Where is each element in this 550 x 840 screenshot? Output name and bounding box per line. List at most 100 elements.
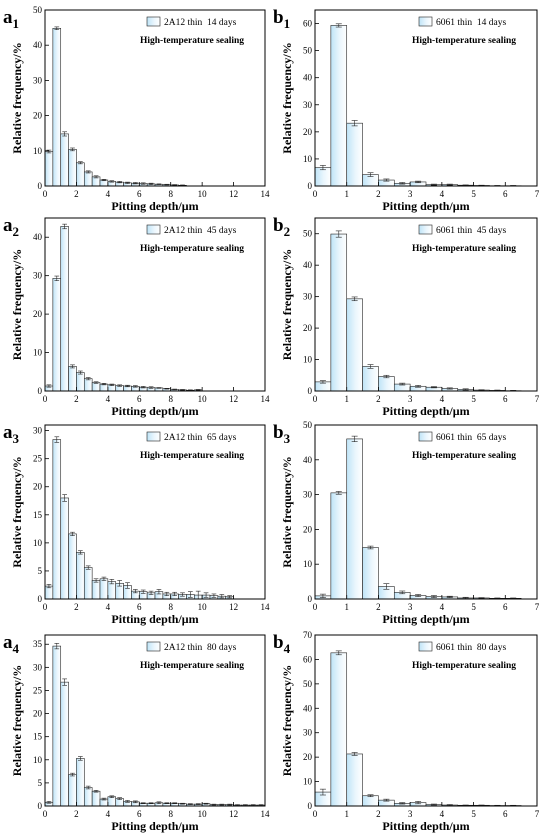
legend-swatch [418, 16, 433, 27]
error-bar [335, 650, 342, 656]
legend: 6061 thin 45 days [418, 224, 506, 236]
y-tick-label: 5 [38, 778, 43, 788]
y-tick-label: 50 [303, 46, 313, 56]
error-bar [351, 435, 358, 443]
y-tick-label: 40 [303, 703, 313, 713]
legend-swatch [418, 641, 433, 652]
error-bar [78, 550, 83, 555]
x-tick-label: 4 [106, 394, 111, 404]
x-axis-label: Pitting depth/μm [382, 819, 469, 833]
legend-label: 2A12 thin 14 days [164, 18, 237, 28]
error-bar [415, 385, 422, 388]
error-bar [125, 800, 130, 803]
x-tick-label: 3 [408, 809, 413, 819]
y-tick-label: 40 [33, 232, 43, 242]
error-bar [46, 801, 52, 804]
panel-subscript: 3 [13, 431, 20, 446]
y-tick-label: 20 [33, 482, 43, 492]
error-bar [351, 752, 358, 756]
x-tick-label: 10 [198, 602, 208, 612]
y-tick-label: 30 [33, 662, 43, 672]
panel-label: b3 [273, 422, 291, 446]
error-bar [117, 181, 122, 184]
error-bar [319, 380, 326, 384]
panel-letter: a [3, 7, 13, 28]
bar [44, 151, 54, 187]
y-tick-label: 10 [33, 146, 43, 156]
y-tick-label: 0 [38, 594, 43, 604]
x-tick-label: 5 [471, 189, 476, 199]
error-bar [70, 772, 75, 777]
y-tick-label: 25 [33, 685, 43, 695]
x-tick-label: 0 [313, 189, 318, 199]
error-bar [319, 165, 326, 171]
x-axis-label: Pitting depth/μm [382, 612, 469, 626]
x-tick-label: 1 [344, 394, 349, 404]
error-bar [85, 170, 91, 174]
x-tick-label: 6 [137, 394, 142, 404]
legend-label: 6061 thin 65 days [436, 433, 506, 443]
error-bar [399, 802, 406, 805]
annotation-sealing: High-temperature sealing [412, 451, 516, 461]
error-bar [195, 803, 201, 805]
y-tick-label: 60 [303, 19, 313, 29]
error-bar [78, 161, 83, 165]
panel-b1: 0 1 2 3 4 5 6 7 0 10 20 30 40 50 60 Pitting depth/μm Rel… [273, 7, 540, 213]
bar [83, 378, 93, 392]
error-bar [415, 180, 422, 184]
plot-frame [314, 9, 538, 187]
x-axis-label: Pitting depth/μm [111, 819, 198, 833]
error-bar [140, 386, 146, 389]
bar [68, 533, 77, 600]
bar [52, 645, 62, 807]
error-bar [70, 364, 75, 369]
y-tick-label: 40 [33, 40, 43, 50]
bar [83, 567, 93, 600]
y-tick-label: 40 [303, 73, 313, 83]
y-axis-label: Relative frequency/% [280, 456, 294, 567]
error-bar [172, 184, 177, 186]
panel-letter: a [3, 422, 13, 443]
panel-a4: 0 2 4 6 8 10 12 14 0 5 10 15 20 25 30 35 Pitting depth/μ… [3, 632, 270, 833]
x-tick-label: 0 [313, 394, 318, 404]
error-bar [319, 593, 326, 598]
error-bar [148, 386, 154, 389]
y-tick-label: 30 [303, 292, 313, 302]
error-bar [446, 183, 453, 186]
error-bar [195, 389, 201, 391]
x-tick-label: 6 [503, 394, 508, 404]
bar [91, 382, 101, 392]
x-axis-label: Pitting depth/μm [111, 404, 198, 418]
error-bar [399, 182, 406, 185]
error-bar [54, 643, 60, 650]
legend: 2A12 thin 14 days [146, 16, 237, 28]
error-bar [109, 579, 115, 585]
error-bar [335, 23, 342, 28]
error-bar [319, 788, 326, 796]
y-tick-label: 0 [308, 594, 313, 604]
annotation-sealing: High-temperature sealing [140, 36, 244, 46]
annotation-sealing: High-temperature sealing [412, 661, 516, 671]
x-tick-label: 14 [261, 394, 271, 404]
bar [330, 492, 348, 600]
panel-subscript: 1 [13, 16, 20, 31]
bar [68, 366, 77, 392]
panel-subscript: 4 [13, 641, 20, 656]
x-tick-label: 5 [471, 394, 476, 404]
x-tick-label: 7 [535, 809, 540, 819]
x-tick-label: 4 [440, 809, 445, 819]
y-tick-label: 20 [33, 709, 43, 719]
y-tick-label: 0 [308, 181, 313, 191]
error-bar [109, 795, 115, 798]
y-tick-label: 50 [303, 420, 313, 430]
bar [76, 372, 85, 392]
bar [346, 753, 363, 807]
plot-frame [44, 424, 266, 600]
error-bar [180, 389, 185, 391]
error-bar [101, 383, 107, 386]
bar [107, 581, 117, 600]
annotation-sealing: High-temperature sealing [140, 244, 244, 254]
panel-subscript: 3 [284, 431, 291, 446]
